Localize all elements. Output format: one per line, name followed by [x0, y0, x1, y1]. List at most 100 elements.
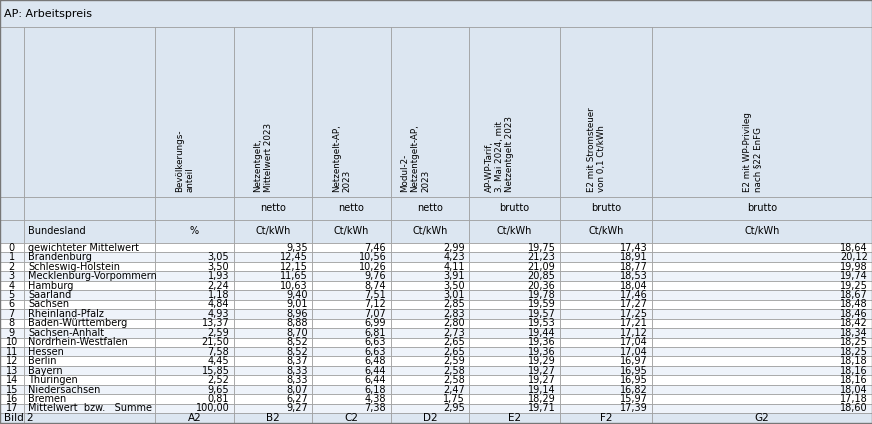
- Text: 21,23: 21,23: [528, 252, 555, 262]
- Text: 17,18: 17,18: [840, 394, 868, 404]
- Bar: [155, 413, 234, 423]
- Text: 2,59: 2,59: [208, 328, 229, 338]
- Text: 17,39: 17,39: [620, 404, 648, 413]
- Text: Brandenburg: Brandenburg: [28, 252, 92, 262]
- Text: 8: 8: [9, 318, 15, 328]
- Bar: [0, 385, 24, 394]
- Bar: [469, 338, 560, 347]
- Text: 19,71: 19,71: [528, 404, 555, 413]
- Text: Mecklenburg-Vorpommern: Mecklenburg-Vorpommern: [28, 271, 157, 281]
- Bar: [0, 394, 24, 404]
- Text: 8,74: 8,74: [364, 281, 386, 290]
- Bar: [155, 375, 234, 385]
- Bar: [560, 262, 652, 271]
- Bar: [312, 262, 391, 271]
- Text: brutto: brutto: [747, 203, 777, 213]
- Text: 19,25: 19,25: [840, 281, 868, 290]
- Bar: [234, 394, 312, 404]
- Text: netto: netto: [338, 203, 364, 213]
- Text: Bild 2: Bild 2: [4, 413, 34, 423]
- Bar: [312, 413, 391, 423]
- Bar: [391, 262, 469, 271]
- Bar: [469, 252, 560, 262]
- Bar: [469, 404, 560, 413]
- Bar: [560, 309, 652, 319]
- Text: netto: netto: [260, 203, 286, 213]
- Bar: [24, 385, 155, 394]
- Bar: [652, 319, 872, 328]
- Bar: [234, 290, 312, 300]
- Bar: [155, 271, 234, 281]
- Bar: [24, 252, 155, 262]
- Text: Sachsen-Anhalt: Sachsen-Anhalt: [28, 328, 104, 338]
- Bar: [155, 385, 234, 394]
- Bar: [155, 197, 234, 220]
- Text: 18,25: 18,25: [840, 347, 868, 357]
- Text: 18,25: 18,25: [840, 338, 868, 347]
- Text: brutto: brutto: [500, 203, 529, 213]
- Bar: [469, 347, 560, 357]
- Text: 8,96: 8,96: [286, 309, 308, 319]
- Bar: [652, 366, 872, 375]
- Bar: [0, 413, 24, 423]
- Bar: [391, 319, 469, 328]
- Text: 18,77: 18,77: [620, 262, 648, 272]
- Text: 13,37: 13,37: [201, 318, 229, 328]
- Bar: [0, 281, 24, 290]
- Text: 18,46: 18,46: [840, 309, 868, 319]
- Bar: [24, 309, 155, 319]
- Text: netto: netto: [417, 203, 443, 213]
- Bar: [0, 220, 24, 243]
- Text: 1: 1: [9, 252, 15, 262]
- Text: 10: 10: [5, 338, 18, 347]
- Text: 20,36: 20,36: [528, 281, 555, 290]
- Bar: [312, 394, 391, 404]
- Text: 11,65: 11,65: [280, 271, 308, 281]
- Text: 18,64: 18,64: [840, 243, 868, 253]
- Bar: [652, 262, 872, 271]
- Bar: [652, 385, 872, 394]
- Text: 6,44: 6,44: [364, 375, 386, 385]
- Text: 17,25: 17,25: [620, 309, 648, 319]
- Bar: [312, 404, 391, 413]
- Text: 6,99: 6,99: [364, 318, 386, 328]
- Text: 7,46: 7,46: [364, 243, 386, 253]
- Bar: [0, 357, 24, 366]
- Text: 16,97: 16,97: [620, 356, 648, 366]
- Text: 4,38: 4,38: [364, 394, 386, 404]
- Text: 8,33: 8,33: [286, 365, 308, 376]
- Bar: [234, 281, 312, 290]
- Text: 2,52: 2,52: [208, 375, 229, 385]
- Text: 17,46: 17,46: [620, 290, 648, 300]
- Text: 9,40: 9,40: [286, 290, 308, 300]
- Text: Bevölkerungs-
anteil: Bevölkerungs- anteil: [175, 130, 194, 192]
- Bar: [24, 262, 155, 271]
- Bar: [469, 197, 560, 220]
- Bar: [234, 375, 312, 385]
- Text: 19,74: 19,74: [840, 271, 868, 281]
- Text: Nordrhein-Westfalen: Nordrhein-Westfalen: [28, 338, 128, 347]
- Text: 4,11: 4,11: [443, 262, 465, 272]
- Text: 19,44: 19,44: [528, 328, 555, 338]
- Bar: [24, 290, 155, 300]
- Bar: [560, 300, 652, 309]
- Bar: [234, 347, 312, 357]
- Text: 7,51: 7,51: [364, 290, 386, 300]
- Text: 2,95: 2,95: [443, 404, 465, 413]
- Bar: [155, 347, 234, 357]
- Text: 12,15: 12,15: [280, 262, 308, 272]
- Text: 4,23: 4,23: [443, 252, 465, 262]
- Text: Hessen: Hessen: [28, 347, 64, 357]
- Text: 9,76: 9,76: [364, 271, 386, 281]
- Bar: [24, 28, 155, 197]
- Bar: [0, 366, 24, 375]
- Text: 18,34: 18,34: [840, 328, 868, 338]
- Text: 5: 5: [9, 290, 15, 300]
- Bar: [652, 28, 872, 197]
- Bar: [560, 220, 652, 243]
- Text: 2,65: 2,65: [443, 347, 465, 357]
- Text: 19,75: 19,75: [528, 243, 555, 253]
- Bar: [652, 404, 872, 413]
- Text: Ct/kWh: Ct/kWh: [334, 226, 369, 237]
- Text: %: %: [190, 226, 199, 237]
